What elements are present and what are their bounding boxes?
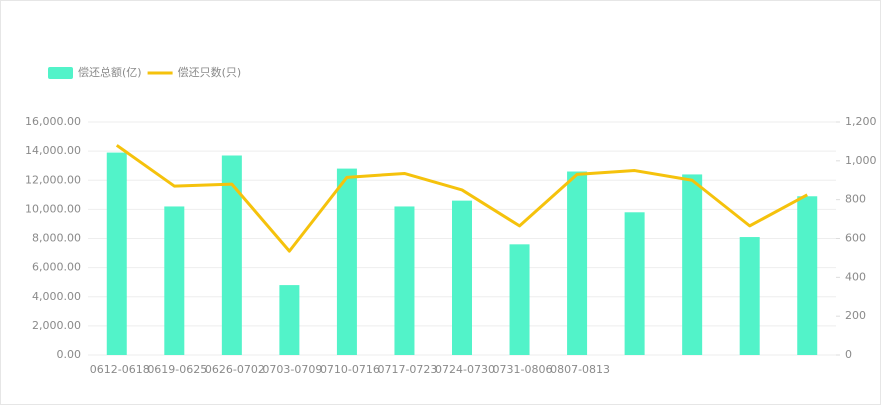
legend-label: 偿还总额(亿) (78, 65, 142, 79)
y2-tick-label: 400 (845, 270, 866, 283)
bar (221, 155, 242, 355)
bar (797, 196, 818, 355)
y2-tick-label: 1,000 (845, 154, 877, 167)
y-tick-label: 0.00 (57, 348, 82, 361)
y-tick-label: 8,000.00 (32, 232, 81, 245)
legend-label: 偿还只数(只) (178, 65, 242, 79)
bar (279, 285, 300, 355)
y-tick-label: 6,000.00 (32, 261, 81, 274)
bar (394, 206, 415, 355)
y-tick-label: 16,000.00 (25, 115, 81, 128)
y2-tick-label: 1,200 (845, 115, 877, 128)
y2-tick-label: 200 (845, 309, 866, 322)
x-tick-label: 0703-0709 (262, 363, 322, 376)
x-tick-label: 0626-0702 (205, 363, 265, 376)
bar (682, 174, 703, 355)
bar (509, 244, 530, 355)
x-tick-label: 0710-0716 (320, 363, 380, 376)
bar (567, 171, 588, 355)
x-tick-label: 0724-0730 (435, 363, 495, 376)
bar (452, 200, 472, 355)
y-tick-label: 10,000.00 (25, 202, 81, 215)
bar (164, 206, 185, 355)
bar (739, 237, 760, 355)
y2-tick-label: 600 (845, 232, 866, 245)
bar (624, 212, 645, 355)
y2-tick-label: 0 (845, 348, 852, 361)
y-tick-label: 2,000.00 (32, 319, 81, 332)
y-tick-label: 14,000.00 (25, 144, 81, 157)
y2-tick-label: 800 (845, 193, 866, 206)
x-tick-label: 0731-0806 (493, 363, 553, 376)
legend-swatch (48, 67, 73, 79)
x-tick-label: 0717-0723 (377, 363, 437, 376)
x-tick-label: 0807-0813 (550, 363, 610, 376)
y-tick-label: 12,000.00 (25, 173, 81, 186)
bar (336, 168, 357, 355)
x-tick-label: 0619-0625 (147, 363, 207, 376)
bar (106, 152, 127, 355)
y-tick-label: 4,000.00 (32, 290, 81, 303)
x-tick-label: 0612-0618 (90, 363, 150, 376)
line (115, 144, 808, 253)
